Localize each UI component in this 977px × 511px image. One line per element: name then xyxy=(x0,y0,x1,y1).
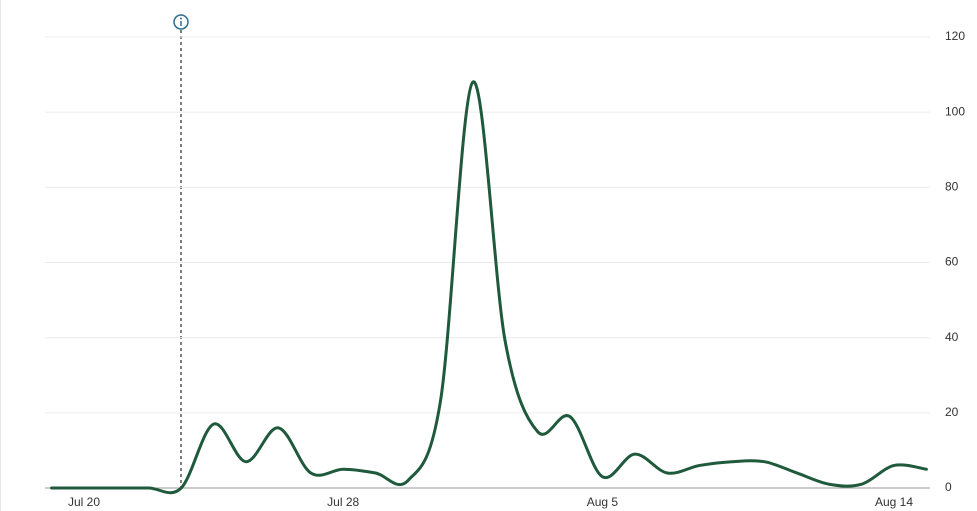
x-tick-label: Jul 28 xyxy=(327,495,359,509)
y-tick-label: 60 xyxy=(945,255,959,269)
x-tick-label: Aug 14 xyxy=(875,495,913,509)
line xyxy=(50,80,928,495)
y-tick-label: 40 xyxy=(945,330,959,344)
y-tick-label: 0 xyxy=(945,480,952,494)
x-tick-label: Jul 20 xyxy=(68,495,100,509)
x-tick-label: Aug 5 xyxy=(587,495,619,509)
y-tick-label: 20 xyxy=(945,405,959,419)
y-tick-label: 100 xyxy=(945,104,965,118)
y-tick-label: 120 xyxy=(945,29,965,43)
info-icon xyxy=(173,14,189,30)
y-tick-label: 80 xyxy=(945,180,959,194)
